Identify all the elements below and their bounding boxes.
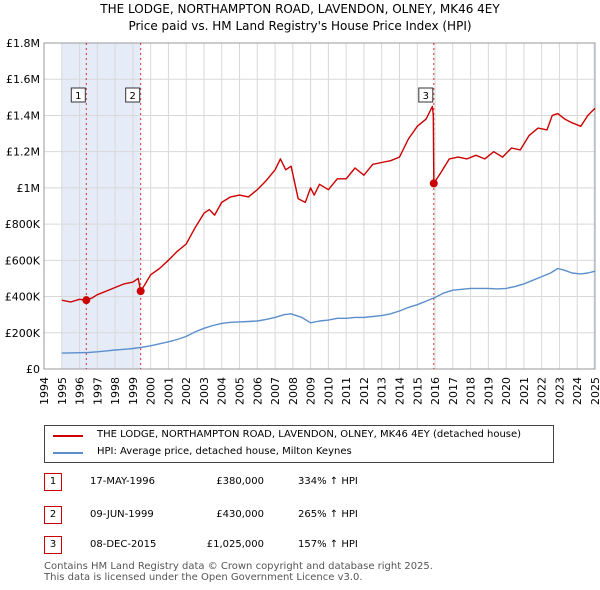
table-row: 1 17-MAY-1996 £380,000 334% ↑ HPI [44, 473, 464, 493]
sale-label: 3 [423, 91, 429, 102]
sale-label: 2 [130, 91, 136, 102]
x-tick-label: 2003 [198, 377, 211, 405]
legend: THE LODGE, NORTHAMPTON ROAD, LAVENDON, O… [44, 425, 554, 463]
x-tick-label: 1999 [127, 377, 140, 405]
x-tick-label: 2024 [571, 377, 584, 405]
y-tick-label: £200K [5, 327, 41, 340]
legend-line-hpi [53, 452, 83, 454]
x-tick-label: 2022 [536, 377, 549, 405]
x-tick-label: 1997 [91, 377, 104, 405]
y-tick-label: £400K [5, 291, 41, 304]
footer-license: This data is licensed under the Open Gov… [44, 572, 363, 583]
sale-hpi-change: 157% ↑ HPI [298, 539, 358, 550]
plot-frame [43, 42, 596, 370]
sale-number-badge: 3 [44, 536, 62, 554]
sale-price: £430,000 [216, 509, 264, 520]
x-tick-label: 2021 [518, 377, 531, 405]
x-tick-label: 2023 [553, 377, 566, 405]
x-tick-label: 1995 [56, 377, 69, 405]
sale-price: £1,025,000 [206, 539, 264, 550]
sale-hpi-change: 334% ↑ HPI [298, 476, 358, 487]
sale-date: 08-DEC-2015 [90, 539, 157, 550]
x-tick-label: 2016 [429, 377, 442, 405]
x-tick-label: 1994 [38, 377, 51, 405]
x-tick-label: 2012 [358, 377, 371, 405]
x-tick-label: 2000 [145, 377, 158, 405]
x-tick-label: 2013 [376, 377, 389, 405]
sale-label-box [70, 87, 86, 103]
hpi-line [61, 267, 596, 354]
footer-copyright: Contains HM Land Registry data © Crown c… [44, 561, 433, 572]
sale-price: £380,000 [216, 476, 264, 487]
x-tick-label: 2001 [162, 377, 175, 405]
chart-title: THE LODGE, NORTHAMPTON ROAD, LAVENDON, O… [100, 2, 500, 16]
table-row: 2 09-JUN-1999 £430,000 265% ↑ HPI [44, 506, 464, 526]
sale-label: 1 [75, 91, 81, 102]
sale-point [82, 296, 91, 305]
x-tick-label: 2005 [234, 377, 247, 405]
x-tick-label: 2018 [465, 377, 478, 405]
y-tick-label: £600K [5, 254, 41, 267]
x-tick-label: 2014 [393, 377, 406, 405]
sale-point [136, 287, 145, 296]
x-tick-label: 2019 [482, 377, 495, 405]
x-tick-label: 2002 [180, 377, 193, 405]
footer: Contains HM Land Registry data © Crown c… [44, 561, 433, 583]
sale-label-box [418, 87, 434, 103]
x-tick-label: 2017 [447, 377, 460, 405]
y-tick-label: £800K [5, 218, 41, 231]
x-tick-label: 2020 [500, 377, 513, 405]
x-tick-label: 2004 [216, 377, 229, 405]
sale-number-badge: 2 [44, 506, 62, 524]
x-tick-label: 2006 [251, 377, 264, 405]
x-tick-label: 2025 [589, 377, 600, 405]
sale-hpi-change: 265% ↑ HPI [298, 509, 358, 520]
legend-line-property [53, 435, 83, 437]
x-tick-label: 1998 [109, 377, 122, 405]
table-row: 3 08-DEC-2015 £1,025,000 157% ↑ HPI [44, 536, 464, 556]
sale-date: 09-JUN-1999 [90, 509, 154, 520]
y-tick-label: £1.4M [6, 109, 40, 122]
legend-label-property: THE LODGE, NORTHAMPTON ROAD, LAVENDON, O… [97, 429, 522, 440]
y-tick-label: £1.2M [6, 146, 40, 159]
shaded-period [593, 43, 595, 369]
y-tick-label: £1.8M [6, 37, 40, 50]
x-tick-label: 1996 [74, 377, 87, 405]
x-tick-label: 2010 [322, 377, 335, 405]
x-tick-label: 2015 [411, 377, 424, 405]
price-chart: £0 £200K £400K £600K £800K £1M £1.2M £1.4M £1.6M… [5, 37, 600, 405]
sale-number-badge: 1 [44, 473, 62, 491]
sale-label-box [125, 87, 141, 103]
y-tick-label: £0 [26, 363, 40, 376]
x-tick-label: 2007 [269, 377, 282, 405]
x-tick-label: 2011 [340, 377, 353, 405]
y-tick-label: £1.6M [6, 73, 40, 86]
x-tick-label: 2009 [305, 377, 318, 405]
x-tick-label: 2008 [287, 377, 300, 405]
chart-subtitle: Price paid vs. HM Land Registry's House … [128, 19, 472, 33]
sale-point [429, 179, 438, 188]
sale-date: 17-MAY-1996 [90, 476, 156, 487]
legend-label-hpi: HPI: Average price, detached house, Milt… [97, 446, 352, 457]
y-tick-label: £1M [17, 182, 41, 195]
property-price-line [61, 105, 596, 303]
